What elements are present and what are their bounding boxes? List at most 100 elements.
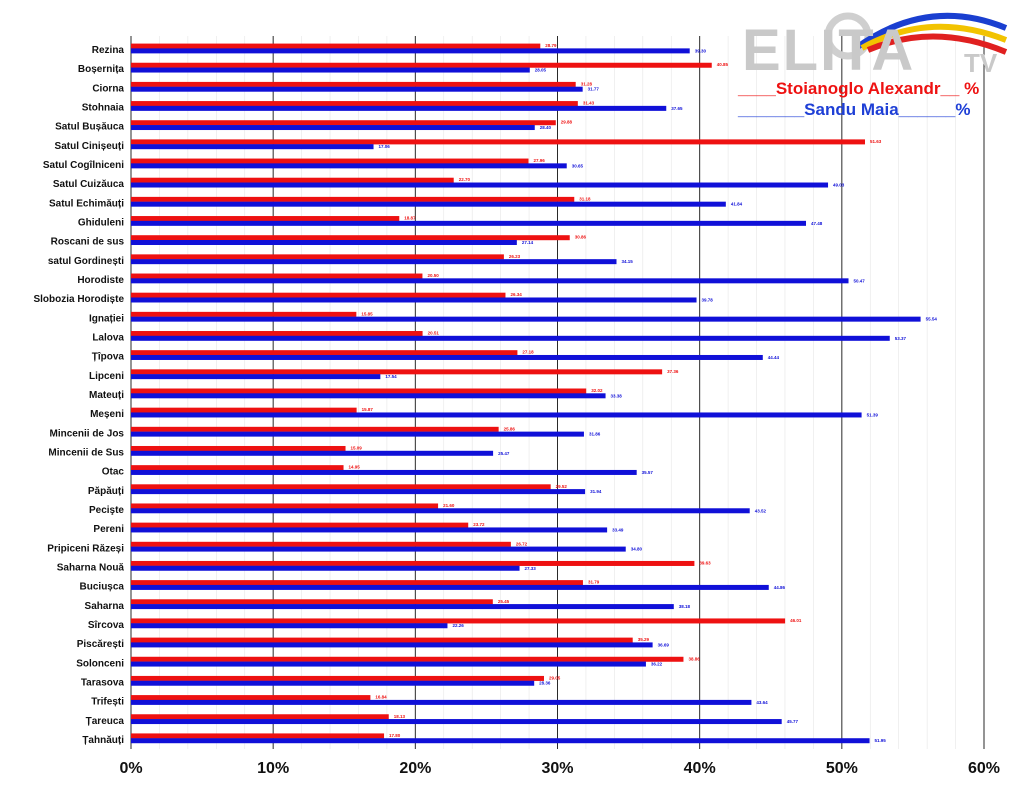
data-label-series2: 28.36 bbox=[539, 681, 551, 686]
category-label: Mincenii de Jos bbox=[50, 428, 125, 439]
category-label: Otac bbox=[102, 467, 125, 478]
data-label-series2: 28.05 bbox=[535, 68, 547, 73]
data-label-series2: 36.69 bbox=[658, 642, 670, 647]
category-label: Slobozia Horodiște bbox=[33, 294, 124, 305]
bar-series1 bbox=[131, 733, 385, 739]
bar-series2 bbox=[131, 240, 517, 246]
bar-series2 bbox=[131, 374, 381, 380]
data-label-series2: 27.33 bbox=[525, 566, 537, 571]
bar-series1 bbox=[131, 158, 529, 164]
bar-series1 bbox=[131, 331, 423, 337]
bar-series1 bbox=[131, 235, 570, 241]
data-label-series2: 30.65 bbox=[572, 163, 584, 168]
category-label: Satul Cogîlniceni bbox=[43, 160, 124, 171]
data-label-series1: 31.28 bbox=[581, 81, 593, 86]
category-label: Satul Cinișeuți bbox=[55, 141, 125, 152]
category-label: satul Gordinești bbox=[48, 256, 124, 267]
category-label: Țahnăuți bbox=[82, 735, 124, 746]
data-label-series1: 37.36 bbox=[667, 369, 679, 374]
data-label-series2: 34.80 bbox=[631, 547, 643, 552]
bar-series2 bbox=[131, 527, 608, 533]
bar-series2 bbox=[131, 86, 583, 92]
category-label: Pripiceni Răzeși bbox=[47, 543, 124, 554]
bar-series2 bbox=[131, 450, 494, 456]
bar-series2 bbox=[131, 546, 626, 552]
data-label-series1: 29.52 bbox=[556, 484, 568, 489]
data-label-series1: 16.84 bbox=[375, 695, 387, 700]
data-label-series2: 50.47 bbox=[854, 278, 866, 283]
bar-series2 bbox=[131, 584, 769, 590]
data-label-series1: 35.29 bbox=[638, 637, 650, 642]
bar-series1 bbox=[131, 43, 541, 49]
category-label: Satul Cuizăuca bbox=[53, 179, 125, 190]
category-label: Rezina bbox=[92, 45, 125, 56]
category-label: Saharna Nouă bbox=[57, 562, 125, 573]
bar-series2 bbox=[131, 699, 752, 705]
legend-series2: _______Sandu Maia______% bbox=[738, 100, 971, 119]
category-label: Lalova bbox=[92, 333, 124, 344]
bar-series2 bbox=[131, 125, 535, 131]
category-label: Păpăuți bbox=[88, 486, 124, 497]
category-label: Ghiduleni bbox=[78, 218, 124, 229]
data-label-series2: 53.37 bbox=[895, 336, 907, 341]
bar-series2 bbox=[131, 508, 750, 514]
bar-series2 bbox=[131, 220, 807, 226]
bar-series2 bbox=[131, 48, 690, 54]
logo-swoosh-icon bbox=[824, 12, 1008, 60]
logo-suffix-text: TV bbox=[964, 48, 998, 78]
x-tick-label: 40% bbox=[684, 760, 716, 777]
data-label-series1: 15.09 bbox=[351, 445, 363, 450]
category-label: Meșeni bbox=[90, 409, 124, 420]
bar-series1 bbox=[131, 388, 587, 394]
bar-series1 bbox=[131, 560, 695, 566]
bar-series2 bbox=[131, 642, 653, 648]
bar-series2 bbox=[131, 144, 374, 150]
category-label: Lipceni bbox=[89, 371, 124, 382]
data-label-series1: 38.86 bbox=[688, 656, 700, 661]
data-label-series2: 51.39 bbox=[867, 412, 879, 417]
bar-series1 bbox=[131, 503, 439, 509]
category-label: Saharna bbox=[85, 601, 125, 612]
data-label-series1: 22.70 bbox=[459, 177, 471, 182]
data-label-series1: 27.18 bbox=[522, 350, 534, 355]
data-label-series2: 33.49 bbox=[612, 527, 624, 532]
bar-series2 bbox=[131, 105, 667, 111]
data-label-series2: 39.30 bbox=[695, 48, 707, 53]
category-label: Piscărești bbox=[77, 639, 124, 650]
bar-series2 bbox=[131, 719, 782, 725]
bar-series2 bbox=[131, 354, 763, 360]
category-label: Țareuca bbox=[86, 716, 125, 727]
data-label-series2: 34.15 bbox=[621, 259, 633, 264]
data-label-series2: 17.54 bbox=[385, 374, 397, 379]
bar-series1 bbox=[131, 695, 371, 701]
data-label-series2: 43.52 bbox=[755, 508, 767, 513]
category-label: Mincenii de Sus bbox=[48, 447, 124, 458]
bar-series2 bbox=[131, 738, 870, 744]
data-label-series1: 18.87 bbox=[404, 216, 416, 221]
data-label-series2: 37.65 bbox=[671, 106, 683, 111]
data-label-series1: 32.02 bbox=[591, 388, 603, 393]
data-label-series2: 55.54 bbox=[926, 317, 938, 322]
bar-series2 bbox=[131, 489, 586, 495]
data-label-series1: 40.85 bbox=[717, 62, 729, 67]
x-tick-label: 30% bbox=[541, 760, 573, 777]
data-label-series1: 30.86 bbox=[575, 235, 587, 240]
data-label-series2: 39.78 bbox=[702, 297, 714, 302]
bar-series1 bbox=[131, 139, 866, 145]
category-label: Tarasova bbox=[81, 677, 125, 688]
bar-series2 bbox=[131, 680, 535, 686]
bar-series2 bbox=[131, 565, 520, 571]
bar-series1 bbox=[131, 311, 357, 317]
category-label: Horodiste bbox=[77, 275, 124, 286]
x-tick-label: 50% bbox=[826, 760, 858, 777]
data-label-series1: 28.79 bbox=[545, 43, 557, 48]
elita-tv-logo: ELITA TV bbox=[738, 8, 1008, 88]
data-label-series2: 41.84 bbox=[731, 202, 743, 207]
bar-series2 bbox=[131, 278, 849, 284]
x-tick-label: 60% bbox=[968, 760, 1000, 777]
bar-series2 bbox=[131, 431, 584, 437]
data-label-series2: 31.77 bbox=[588, 87, 600, 92]
x-tick-label: 20% bbox=[399, 760, 431, 777]
data-label-series1: 39.63 bbox=[699, 560, 711, 565]
category-labels: Rezina Boșernița Ciorna Stohnaia Satul Bușău… bbox=[33, 45, 124, 746]
